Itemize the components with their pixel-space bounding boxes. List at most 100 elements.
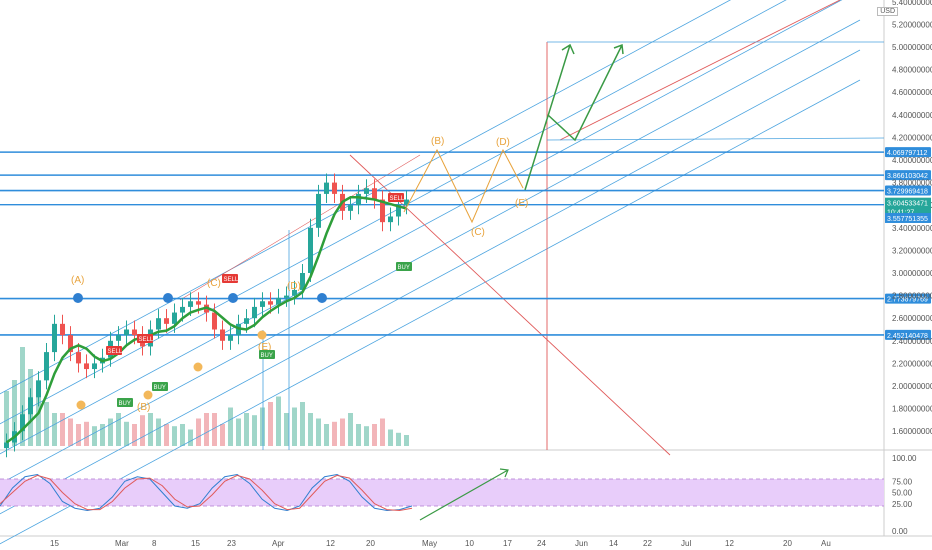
volume-bar bbox=[100, 424, 105, 446]
candle-body bbox=[244, 318, 249, 324]
time-tick-label: 23 bbox=[227, 539, 236, 548]
time-tick-label: Apr bbox=[272, 539, 285, 548]
oscillator-tick-label: 100.00 bbox=[892, 454, 917, 463]
time-tick-label: 12 bbox=[725, 539, 734, 548]
volume-bar bbox=[60, 413, 65, 446]
level-label-box bbox=[885, 293, 931, 304]
level-label: 3.866103042 bbox=[887, 173, 928, 180]
candle-body bbox=[388, 216, 393, 223]
price-tick-label: 4.600000000 bbox=[892, 88, 932, 97]
volume-bar bbox=[348, 413, 353, 446]
signal-tag bbox=[388, 193, 404, 202]
candle-body bbox=[36, 380, 41, 398]
target-box-mid bbox=[546, 137, 885, 141]
volume-bar bbox=[236, 418, 241, 446]
time-tick-label: 20 bbox=[783, 539, 792, 548]
volume-bar bbox=[300, 402, 305, 446]
extra-price-box bbox=[885, 212, 931, 223]
candle-body bbox=[124, 329, 129, 336]
candle-body bbox=[92, 363, 97, 370]
signal-tag-label: BUY bbox=[398, 265, 410, 271]
signal-tag bbox=[152, 382, 168, 391]
price-tick-label: 5.000000000 bbox=[892, 43, 932, 52]
time-tick-label: 10 bbox=[465, 539, 474, 548]
candle-body bbox=[332, 182, 337, 194]
volume-bar bbox=[220, 424, 225, 446]
price-tick-label: 4.800000000 bbox=[892, 66, 932, 75]
price-tick-label: 1.800000000 bbox=[892, 405, 932, 414]
wave-label: (C) bbox=[471, 227, 485, 238]
volume-bar bbox=[132, 424, 137, 446]
projection-arrow bbox=[547, 43, 624, 142]
price-tick-label: 2.600000000 bbox=[892, 314, 932, 323]
signal-tag-label: SELL bbox=[139, 337, 154, 343]
price-tick-label: 4.400000000 bbox=[892, 111, 932, 120]
extra-price-label: 3.557751355 bbox=[887, 216, 928, 223]
pivot-circle bbox=[143, 390, 153, 400]
candle-body bbox=[404, 199, 409, 206]
candle-body bbox=[132, 329, 137, 336]
volume-bar bbox=[340, 418, 345, 446]
volume-bar bbox=[140, 415, 145, 446]
candle-body bbox=[252, 306, 257, 319]
volume-bar bbox=[276, 396, 281, 446]
candle-body bbox=[372, 188, 377, 200]
candle-body bbox=[4, 442, 9, 449]
price-tick-label: 2.800000000 bbox=[892, 292, 932, 301]
candle-body bbox=[284, 295, 289, 298]
time-tick-label: 24 bbox=[537, 539, 546, 548]
volume-bar bbox=[76, 424, 81, 446]
candle-body bbox=[84, 363, 89, 370]
volume-bar bbox=[356, 424, 361, 446]
candle-body bbox=[348, 205, 353, 211]
price-tick-label: 5.200000000 bbox=[892, 20, 932, 29]
price-tick-label: 1.600000000 bbox=[892, 427, 932, 436]
oscillator-tick-label: 0.00 bbox=[892, 527, 908, 536]
candle-body bbox=[324, 182, 329, 194]
wave-label: (D) bbox=[287, 281, 301, 292]
price-tick-label: 3.400000000 bbox=[892, 224, 932, 233]
time-tick-label: 14 bbox=[609, 539, 618, 548]
volume-bar bbox=[108, 418, 113, 446]
signal-tag bbox=[106, 346, 122, 355]
oscillator-arrow bbox=[419, 468, 509, 521]
candle-body bbox=[292, 289, 297, 296]
candle-body bbox=[220, 329, 225, 341]
signal-tag-label: SELL bbox=[108, 349, 123, 355]
wave-label: (C) bbox=[207, 278, 221, 289]
volume-bar bbox=[316, 418, 321, 446]
oscillator-band bbox=[0, 479, 884, 506]
signal-tag-label: SELL bbox=[224, 277, 239, 283]
oscillator-tick-label: 50.00 bbox=[892, 489, 913, 498]
price-tick-label: 3.200000000 bbox=[892, 246, 932, 255]
time-tick-label: 17 bbox=[503, 539, 512, 548]
level-label: 2.452140478 bbox=[887, 333, 928, 340]
stochastic-d-line bbox=[0, 474, 413, 512]
candle-body bbox=[180, 306, 185, 313]
channel-line bbox=[0, 49, 861, 515]
volume-bar bbox=[380, 418, 385, 446]
time-tick-label: 8 bbox=[152, 539, 157, 548]
signal-tag-label: BUY bbox=[154, 385, 166, 391]
candle-body bbox=[188, 301, 193, 307]
volume-bar bbox=[148, 413, 153, 446]
volume-bar bbox=[84, 421, 89, 446]
volume-bar bbox=[228, 407, 233, 446]
candle-body bbox=[28, 397, 33, 415]
channel-line bbox=[0, 0, 843, 455]
candle-body bbox=[260, 301, 265, 307]
level-label-box bbox=[885, 329, 931, 340]
price-tick-label: 2.400000000 bbox=[892, 337, 932, 346]
wave-label: (D) bbox=[496, 137, 510, 148]
volume-bar bbox=[372, 424, 377, 446]
price-tick-label: 2.200000000 bbox=[892, 359, 932, 368]
pivot-circle bbox=[317, 293, 327, 303]
candle-body bbox=[268, 301, 273, 305]
pivot-circle bbox=[73, 293, 83, 303]
red-support-line bbox=[179, 154, 421, 301]
signal-tag-label: BUY bbox=[119, 401, 131, 407]
volume-bar bbox=[52, 413, 57, 446]
signal-tag bbox=[117, 398, 133, 407]
candle-body bbox=[172, 312, 177, 324]
